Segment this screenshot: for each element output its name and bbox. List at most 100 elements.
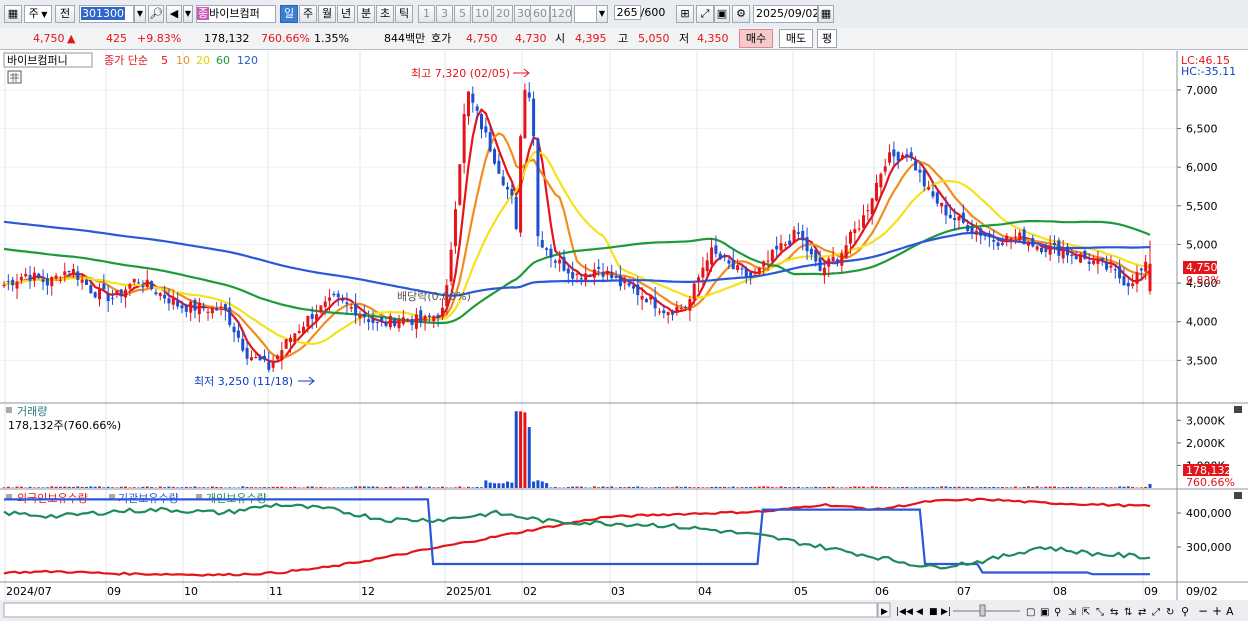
code-input[interactable]: 301300 — [79, 5, 134, 23]
x-label-7: 03 — [611, 585, 625, 598]
volume-bar — [958, 487, 961, 488]
settings-icon[interactable]: ⚙ — [732, 5, 750, 23]
date-input[interactable]: 2025/09/02 — [753, 5, 818, 23]
x-axis-right-label: 09/02 — [1186, 585, 1218, 598]
speaker-dropdown-icon[interactable]: ▼ — [183, 5, 193, 23]
volume-bar — [602, 486, 605, 488]
prev-page-icon[interactable]: ◀ — [916, 607, 923, 617]
period-year-button[interactable]: 년 — [337, 5, 355, 23]
tool-icon-1[interactable]: ▢ — [1026, 607, 1035, 618]
stop-icon[interactable]: ■ — [929, 607, 938, 617]
volume-bar — [727, 487, 730, 488]
custom-interval-dropdown-icon[interactable]: ▼ — [596, 5, 608, 23]
zoom-search-icon[interactable]: ⚲ — [1181, 605, 1189, 618]
zoom-out-icon[interactable]: − — [1198, 604, 1208, 618]
candle-body — [254, 357, 257, 358]
first-page-icon[interactable]: |◀◀ — [896, 607, 913, 617]
chart-svg[interactable]: 바이브컴퍼니 종가 단순 5 10 20 60 120 최고 7,320 (02… — [0, 51, 1248, 621]
layout-icon[interactable]: ▦ — [4, 5, 22, 23]
period-second-button[interactable]: 초 — [376, 5, 394, 23]
auto-scale-icon[interactable]: A — [1226, 605, 1234, 618]
candle-body — [1135, 272, 1138, 284]
candle-body — [50, 277, 53, 286]
interval-20-button[interactable]: 20 — [493, 5, 513, 23]
volume-bar — [1131, 487, 1134, 488]
holdings-panel-close-icon[interactable] — [1234, 492, 1242, 499]
tool-icon-9[interactable]: ⇄ — [1138, 607, 1146, 618]
candle-body — [971, 227, 974, 232]
volume-bar — [610, 486, 613, 488]
candle-body — [42, 279, 45, 282]
interval-10-button[interactable]: 10 — [472, 5, 492, 23]
zoom-in-icon[interactable]: + — [1212, 604, 1222, 618]
volume-bar — [1005, 487, 1008, 488]
candle-body — [1118, 266, 1121, 278]
volume-bar — [1001, 487, 1004, 488]
interval-3-button[interactable]: 3 — [436, 5, 453, 23]
candle-body — [7, 281, 10, 282]
volume-bar — [50, 486, 53, 488]
volume-bar — [1057, 487, 1060, 488]
candle-body — [85, 280, 88, 285]
chart-tool-icon[interactable]: ⊞ — [676, 5, 694, 23]
scroll-track[interactable] — [4, 603, 877, 617]
interval-60-button[interactable]: 60 — [530, 5, 550, 23]
tool-icon-7[interactable]: ⇆ — [1110, 607, 1118, 618]
tool-icon-8[interactable]: ⇅ — [1124, 607, 1132, 618]
prev-button[interactable]: 전 — [55, 5, 75, 23]
period-day-button[interactable]: 일 — [280, 5, 298, 23]
tool-icon-3[interactable]: ⚲ — [1054, 607, 1061, 618]
volume-bar — [163, 487, 166, 488]
volume-bar — [862, 487, 865, 488]
candle-body — [1036, 246, 1039, 249]
tool-icon-11[interactable]: ↻ — [1166, 607, 1174, 618]
candle-body — [918, 170, 921, 173]
price-tag-text: 4,750 — [1186, 261, 1218, 274]
holdings-tick-1: 300,000 — [1186, 541, 1232, 554]
zoom-slider-thumb[interactable] — [980, 605, 985, 616]
code-dropdown-icon[interactable]: ▼ — [134, 5, 146, 23]
price-value: 4,750 — [33, 31, 65, 46]
candle-body — [280, 350, 283, 360]
tool-icon-6[interactable]: ⤡ — [1096, 607, 1104, 618]
candle-body — [701, 268, 704, 278]
period-week-button[interactable]: 주 — [299, 5, 317, 23]
tool-icon-10[interactable]: ⤢ — [1152, 607, 1160, 618]
calendar-icon[interactable]: ▦ — [818, 5, 834, 23]
next-page-icon[interactable]: ▶| — [941, 607, 951, 617]
search-icon[interactable]: 🔎︎ — [148, 5, 164, 23]
grid-toggle-icon[interactable] — [8, 71, 21, 83]
speaker-icon[interactable]: ◀ — [166, 5, 182, 23]
volume-bar — [680, 487, 683, 488]
volume-bar — [385, 487, 388, 488]
market-select[interactable]: 주 ▼ — [24, 5, 52, 23]
tool-icon-2[interactable]: ▣ — [1040, 607, 1049, 618]
period-month-button[interactable]: 월 — [318, 5, 336, 23]
tool-icon-4[interactable]: ⇲ — [1068, 607, 1077, 618]
interval-120-button[interactable]: 120 — [550, 5, 572, 23]
volume-panel-close-icon[interactable] — [1234, 406, 1242, 413]
sell-button[interactable]: 매도 — [779, 29, 813, 48]
candle-body — [602, 272, 605, 277]
candle-body — [684, 307, 687, 308]
volume-bar — [246, 487, 249, 488]
period-tick-button[interactable]: 틱 — [395, 5, 413, 23]
buy-button[interactable]: 매수 — [739, 29, 773, 48]
ma-60-label: 60 — [216, 54, 230, 67]
interval-1-button[interactable]: 1 — [418, 5, 435, 23]
candle-body — [992, 240, 995, 242]
candle-body — [806, 237, 809, 251]
candle-body — [953, 218, 956, 220]
period-minute-button[interactable]: 분 — [357, 5, 375, 23]
tool-icon-5[interactable]: ⇱ — [1082, 607, 1090, 618]
volume-bar — [1118, 486, 1121, 488]
save-icon[interactable]: ▣ — [714, 5, 730, 23]
candle-body — [202, 307, 205, 308]
draw-tool-icon[interactable]: ⤢ — [696, 5, 714, 23]
candle-body — [515, 197, 518, 229]
volume-bar — [272, 487, 275, 488]
stock-name-field[interactable]: 종바이브컴퍼 — [196, 5, 276, 23]
interval-5-button[interactable]: 5 — [454, 5, 471, 23]
eval-button[interactable]: 평 — [817, 29, 837, 48]
count-value[interactable]: 265 — [614, 5, 641, 20]
